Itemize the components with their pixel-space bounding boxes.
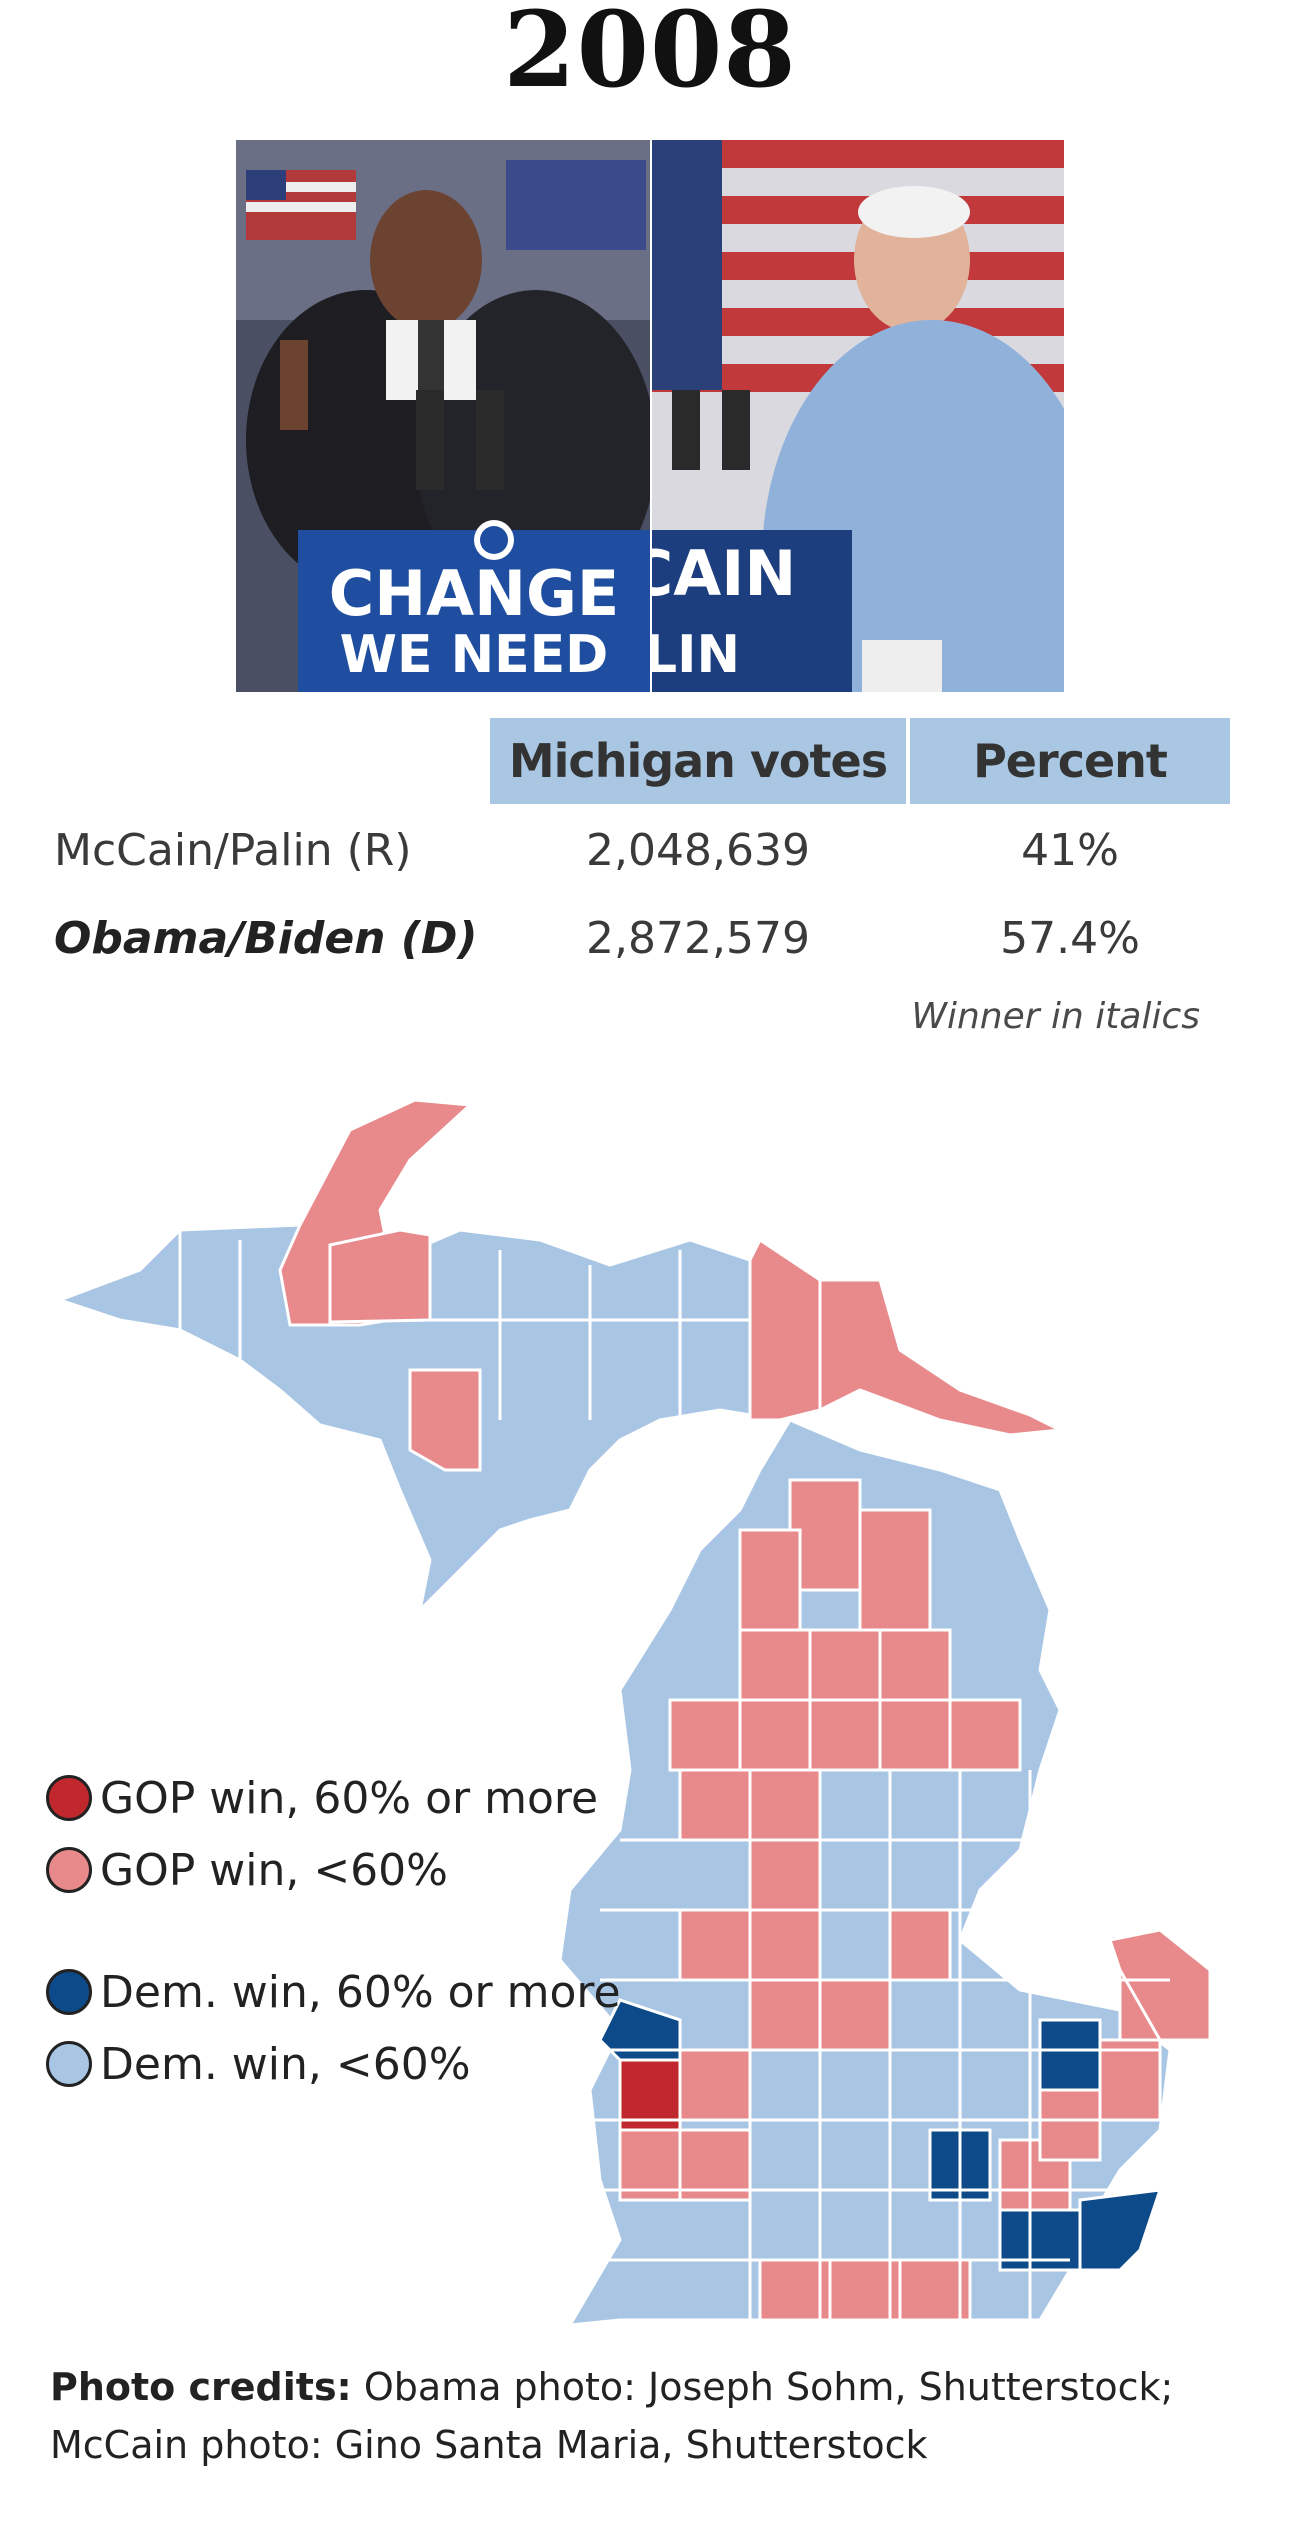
vote-count: 2,048,639 — [586, 825, 810, 876]
county-gop — [808, 1628, 882, 1702]
credits-line1: Obama photo: Joseph Sohm, Shutterstock; — [363, 2365, 1174, 2409]
county-gop — [618, 2128, 682, 2202]
credits-label: Photo credits: — [50, 2365, 352, 2409]
vote-count: 2,872,579 — [586, 913, 810, 964]
legend-label: Dem. win, <60% — [100, 2038, 471, 2090]
photo-divider — [650, 140, 652, 692]
county-dem-strong — [1078, 2188, 1163, 2272]
legend-swatch — [46, 1775, 92, 1821]
credits-line2: McCain photo: Gino Santa Maria, Shutters… — [50, 2423, 928, 2467]
county-gop — [738, 1698, 812, 1772]
county-gop — [738, 1628, 812, 1702]
county-gop — [1038, 2088, 1102, 2162]
legend-swatch — [46, 1969, 92, 2015]
obama-sign-line2: WE NEED — [340, 625, 609, 685]
county-gop — [738, 1528, 802, 1632]
legend-label: Dem. win, 60% or more — [100, 1966, 621, 2018]
county-gop — [898, 2258, 972, 2322]
legend-swatch — [46, 1847, 92, 1893]
county-gop — [748, 1978, 822, 2052]
county-gop — [788, 1478, 862, 1592]
county-gop — [678, 2048, 752, 2122]
county-boundary — [590, 1768, 1170, 2320]
county-gop — [328, 1228, 432, 1324]
obama-photo: CHANGE WE NEED — [236, 140, 650, 692]
county-boundary — [178, 1230, 822, 1420]
michigan-county-map — [60, 1090, 1280, 2340]
legend-item-gop: GOP win, <60% — [46, 1842, 448, 1898]
county-gop — [1108, 1928, 1212, 2042]
legend-item-gop-strong: GOP win, 60% or more — [46, 1770, 598, 1826]
county-gop — [678, 1768, 752, 1842]
results-table: Michigan votes Percent McCain/Palin (R) … — [0, 718, 1300, 1058]
county-gop — [948, 1698, 1022, 1772]
county-gop — [678, 2128, 752, 2202]
vote-percent: 41% — [1021, 825, 1119, 876]
map-svg — [60, 1098, 1212, 2327]
winner-note: Winner in italics — [911, 996, 1200, 1037]
legend-item-dem: Dem. win, <60% — [46, 2036, 471, 2092]
county-gop — [748, 1768, 822, 1842]
county-dem-strong — [1038, 2018, 1102, 2092]
header-michigan-votes: Michigan votes — [490, 718, 906, 804]
legend-label: GOP win, <60% — [100, 1844, 448, 1896]
header-percent: Percent — [910, 718, 1230, 804]
county-gop — [888, 1908, 952, 1982]
table-row: McCain/Palin (R) 2,048,639 41% — [0, 816, 1300, 886]
legend-swatch — [46, 2041, 92, 2087]
county-gop — [808, 1698, 882, 1772]
county-gop — [748, 1237, 1066, 1437]
mccain-sign-line2: LIN — [652, 625, 740, 685]
county-gop — [748, 1908, 822, 1982]
table-row: Obama/Biden (D) 2,872,579 57.4% — [0, 904, 1300, 974]
legend-label: GOP win, 60% or more — [100, 1772, 599, 1824]
vote-percent: 57.4% — [1000, 913, 1140, 964]
county-gop — [668, 1698, 742, 1772]
mccain-photo: CAIN LIN — [652, 140, 1064, 692]
candidate-name: McCain/Palin (R) — [54, 825, 412, 876]
page-title: 2008 — [503, 0, 797, 111]
county-gop — [828, 2258, 902, 2322]
county-gop — [878, 1628, 952, 1702]
candidate-photos: CHANGE WE NEED CAIN LIN — [236, 140, 1064, 692]
county-gop — [748, 1838, 822, 1912]
obama-sign-line1: CHANGE — [329, 557, 620, 630]
county-gop — [878, 1698, 952, 1772]
mccain-sign-line1: CAIN — [652, 537, 796, 610]
candidate-name: Obama/Biden (D) — [54, 913, 478, 964]
dem-strong-counties — [598, 1998, 1163, 2272]
county-gop — [678, 1908, 752, 1982]
county-gop — [858, 1508, 932, 1632]
county-gop — [818, 1978, 892, 2052]
legend-item-dem-strong: Dem. win, 60% or more — [46, 1964, 621, 2020]
county-gop-strong — [618, 2058, 682, 2132]
county-dem-strong — [598, 1998, 682, 2062]
photo-credits: Photo credits: Obama photo: Joseph Sohm,… — [50, 2358, 1270, 2474]
county-gop — [408, 1368, 482, 1472]
county-gop — [1098, 2038, 1162, 2122]
